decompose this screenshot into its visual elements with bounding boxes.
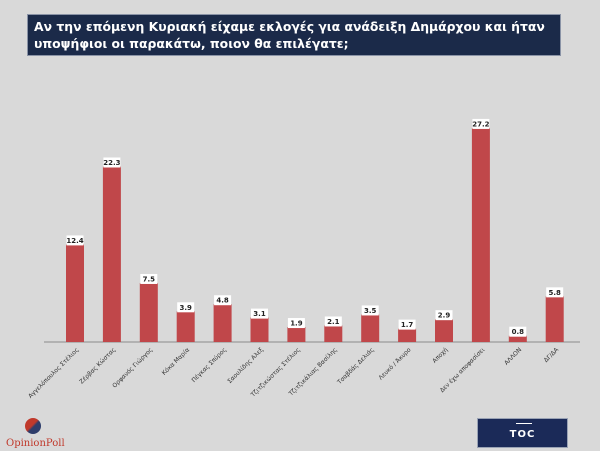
- value-label: 1.9: [290, 320, 303, 328]
- value-label-box: [287, 318, 305, 329]
- x-tick-label: Τσαβδάς Δελιάς: [336, 346, 376, 386]
- bar: [66, 244, 84, 342]
- bar: [545, 296, 564, 342]
- x-tick-label: ΑΛΛΟΝ: [503, 346, 523, 366]
- value-label: 3.1: [253, 310, 266, 318]
- bar: [471, 127, 490, 342]
- value-label-box: [140, 273, 158, 284]
- value-label: 27.2: [472, 120, 489, 128]
- toc-logo-mark-icon: [516, 423, 532, 429]
- x-tick-label: Ζέρβας Κώστας: [78, 346, 117, 385]
- chart-title: Αν την επόμενη Κυριακή είχαμε εκλογές γι…: [34, 19, 545, 51]
- value-label-box: [251, 308, 268, 319]
- x-tick-label: Σαουλίδης Αλεξ: [226, 346, 265, 385]
- bar: [213, 304, 232, 342]
- value-label: 22.3: [103, 159, 120, 167]
- chart-title-box: Αν την επόμενη Κυριακή είχαμε εκλογές γι…: [27, 14, 561, 56]
- x-tick-label: Κόκα Μαρία: [161, 346, 191, 376]
- bar: [508, 335, 527, 342]
- value-label-box: [435, 310, 453, 321]
- opinionpoll-logo-text: OpinionPoll: [6, 438, 65, 449]
- value-label: 4.8: [216, 297, 229, 305]
- bar: [324, 325, 343, 342]
- x-tick-label: Αποχή: [431, 346, 449, 364]
- value-label: 3.9: [179, 304, 192, 312]
- bar: [139, 282, 158, 342]
- bar: [102, 166, 121, 342]
- value-label-box: [324, 316, 342, 327]
- value-label-box: [472, 118, 490, 129]
- value-label: 0.8: [512, 328, 525, 336]
- bar: [176, 311, 195, 342]
- value-label: 3.5: [364, 307, 377, 315]
- value-label-box: [66, 235, 84, 246]
- bar: [250, 317, 269, 342]
- x-tick-label: Αγγελόπουλος Στέλιος: [27, 346, 80, 399]
- value-label: 2.9: [438, 312, 451, 320]
- x-tick-label: ΔΓ/ΔΑ: [543, 346, 561, 364]
- bar: [287, 327, 306, 342]
- x-tick-label: Λευκό / Άκυρο: [378, 346, 413, 381]
- opinionpoll-logo: OpinionPoll: [6, 414, 66, 450]
- value-label-box: [214, 295, 232, 306]
- value-label: 1.7: [401, 321, 414, 329]
- bar: [435, 319, 453, 342]
- value-label: 7.5: [143, 275, 156, 283]
- value-label: 12.4: [66, 237, 83, 245]
- value-label-box: [103, 157, 121, 168]
- value-label-box: [509, 326, 527, 337]
- toc-logo-text: TOC: [509, 429, 536, 440]
- x-tick-label: Ορφανός Γιώργος: [111, 346, 154, 389]
- value-label-box: [177, 302, 195, 313]
- value-label-box: [361, 305, 379, 316]
- x-tick-label: Πέγκας Σπύρος: [190, 346, 228, 384]
- value-label-box: [546, 287, 564, 298]
- bar: [398, 328, 417, 342]
- value-label: 2.1: [327, 318, 340, 326]
- opinionpoll-circle-icon: [25, 418, 41, 434]
- value-label: 5.8: [548, 289, 561, 297]
- bar: [361, 314, 380, 342]
- value-label-box: [398, 319, 416, 330]
- toc-logo: TOC: [477, 418, 568, 448]
